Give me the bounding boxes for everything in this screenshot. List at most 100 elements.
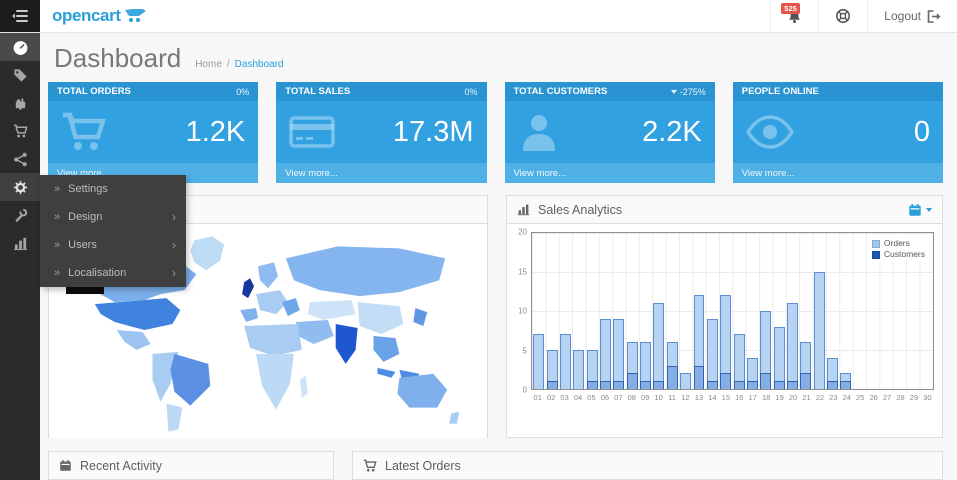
tile-value: 17.3M <box>392 115 474 148</box>
x-tick-label: 15 <box>721 393 731 402</box>
flyout-item-label: Design <box>68 211 103 223</box>
flyout-item-label: Localisation <box>68 267 127 279</box>
x-tick-label: 17 <box>748 393 757 402</box>
wrench-icon <box>15 208 27 222</box>
sales-analytics-panel: Sales Analytics 0 5 10 15 20 <box>506 195 943 438</box>
chart-bar-slot <box>679 233 692 389</box>
sidebar-item-reports[interactable] <box>0 229 40 257</box>
x-tick-label: 29 <box>909 393 919 402</box>
y-tick-label: 5 <box>522 346 527 355</box>
orders-bar <box>746 357 758 389</box>
chart-bar-slot <box>652 233 665 389</box>
x-tick-label: 03 <box>560 393 569 402</box>
y-tick-label: 10 <box>518 306 527 316</box>
sidebar-toggle-button[interactable] <box>0 0 40 32</box>
customers-bar <box>599 381 611 389</box>
customers-bar <box>653 381 665 389</box>
orders-bar <box>599 318 611 389</box>
flyout-item-users[interactable]: Users <box>40 231 186 259</box>
customers-bar <box>626 373 638 389</box>
chart-bar-slot <box>919 233 932 389</box>
orders-bar <box>706 318 718 389</box>
breadcrumb-current[interactable]: Dashboard <box>234 59 284 70</box>
orders-bar <box>720 295 732 389</box>
x-tick-label: 23 <box>829 393 838 402</box>
x-tick-label: 06 <box>600 393 610 402</box>
chart-legend: Orders Customers <box>868 236 930 262</box>
tile-value: 0 <box>913 115 930 148</box>
chart-bar-slot <box>893 233 906 389</box>
sidebar-item-system[interactable] <box>0 173 40 201</box>
logout-label: Logout <box>884 9 921 23</box>
opencart-cart-icon <box>124 9 146 22</box>
customers-legend-swatch <box>871 250 880 259</box>
chart-bar-slot <box>599 233 612 389</box>
view-more-link[interactable]: View more... <box>504 163 715 183</box>
recent-activity-panel: Recent Activity <box>48 451 334 480</box>
panel-title: Recent Activity <box>80 458 162 473</box>
sidebar-item-dashboard[interactable] <box>0 33 40 61</box>
chart-range-button[interactable] <box>908 203 932 217</box>
sidebar-item-catalog[interactable] <box>0 61 40 89</box>
sales-analytics-header: Sales Analytics <box>507 196 942 224</box>
logout-button[interactable]: Logout <box>867 0 957 32</box>
chart-bar-slot <box>879 233 892 389</box>
header-controls: 525 Logout <box>770 0 957 32</box>
flyout-item-design[interactable]: Design <box>40 203 186 231</box>
latest-orders-panel: Latest Orders <box>352 451 943 480</box>
customers-bar <box>666 365 678 389</box>
chart-bar-slot <box>799 233 812 389</box>
user-icon <box>522 115 555 151</box>
chart-bar-slot <box>813 233 826 389</box>
customers-bar <box>586 381 598 389</box>
orders-bar <box>546 350 558 389</box>
x-tick-label: 28 <box>896 393 905 402</box>
dashboard-speedometer-icon <box>13 40 27 55</box>
bottom-row: Recent Activity Latest Orders <box>48 451 943 480</box>
angle-double-right-icon <box>54 211 60 223</box>
y-tick-label: 20 <box>518 227 527 237</box>
orders-bar <box>666 342 678 389</box>
x-tick-label: 25 <box>856 393 865 402</box>
flyout-item-localisation[interactable]: Localisation <box>40 259 186 287</box>
x-tick-label: 30 <box>923 393 932 402</box>
chart-bar-slot <box>786 233 799 389</box>
chart-plot: Orders Customers <box>531 232 934 390</box>
chart-y-axis: 0 5 10 15 20 <box>513 228 531 395</box>
page-header: Dashboard Home / Dashboard <box>48 33 943 82</box>
logo-text: opencart <box>52 6 121 25</box>
flyout-item-settings[interactable]: Settings <box>40 175 186 203</box>
opencart-logo[interactable]: opencart <box>40 0 159 32</box>
breadcrumb-separator: / <box>226 59 230 70</box>
tile-title: TOTAL CUSTOMERS <box>513 86 608 97</box>
sidebar-item-tools[interactable] <box>0 201 40 229</box>
view-more-link[interactable]: View more... <box>732 163 943 183</box>
view-more-link[interactable]: View more... <box>276 163 487 183</box>
orders-bar <box>787 303 798 389</box>
chart-bar-slot <box>706 233 719 389</box>
customers-bar <box>640 381 652 389</box>
tile-percent: 0% <box>236 86 250 97</box>
world-map-panel <box>48 195 488 438</box>
sidebar-item-marketing[interactable] <box>0 145 40 173</box>
chart-bar-slot <box>772 233 785 389</box>
orders-bar <box>733 334 745 389</box>
customers-bar <box>760 373 772 389</box>
chevron-right-icon <box>172 238 176 252</box>
tile-total-sales: TOTAL SALES 0% 17.3M View more... <box>276 82 487 183</box>
orders-bar <box>573 350 585 389</box>
x-tick-label: 04 <box>573 393 583 402</box>
notifications-button[interactable]: 525 <box>770 0 818 32</box>
chart-bar-slot <box>585 233 598 389</box>
x-tick-label: 13 <box>694 393 704 402</box>
main-content: Dashboard Home / Dashboard TOTAL ORDERS … <box>40 33 957 480</box>
x-tick-label: 08 <box>627 393 636 402</box>
sidebar-item-extensions[interactable] <box>0 89 40 117</box>
stores-button[interactable] <box>818 0 867 32</box>
sidebar-item-sales[interactable] <box>0 117 40 145</box>
x-tick-label: 11 <box>668 393 676 402</box>
customers-bar <box>840 381 852 389</box>
panel-title: Sales Analytics <box>538 202 623 217</box>
breadcrumb-home[interactable]: Home <box>195 59 222 70</box>
calendar-icon <box>909 203 921 216</box>
